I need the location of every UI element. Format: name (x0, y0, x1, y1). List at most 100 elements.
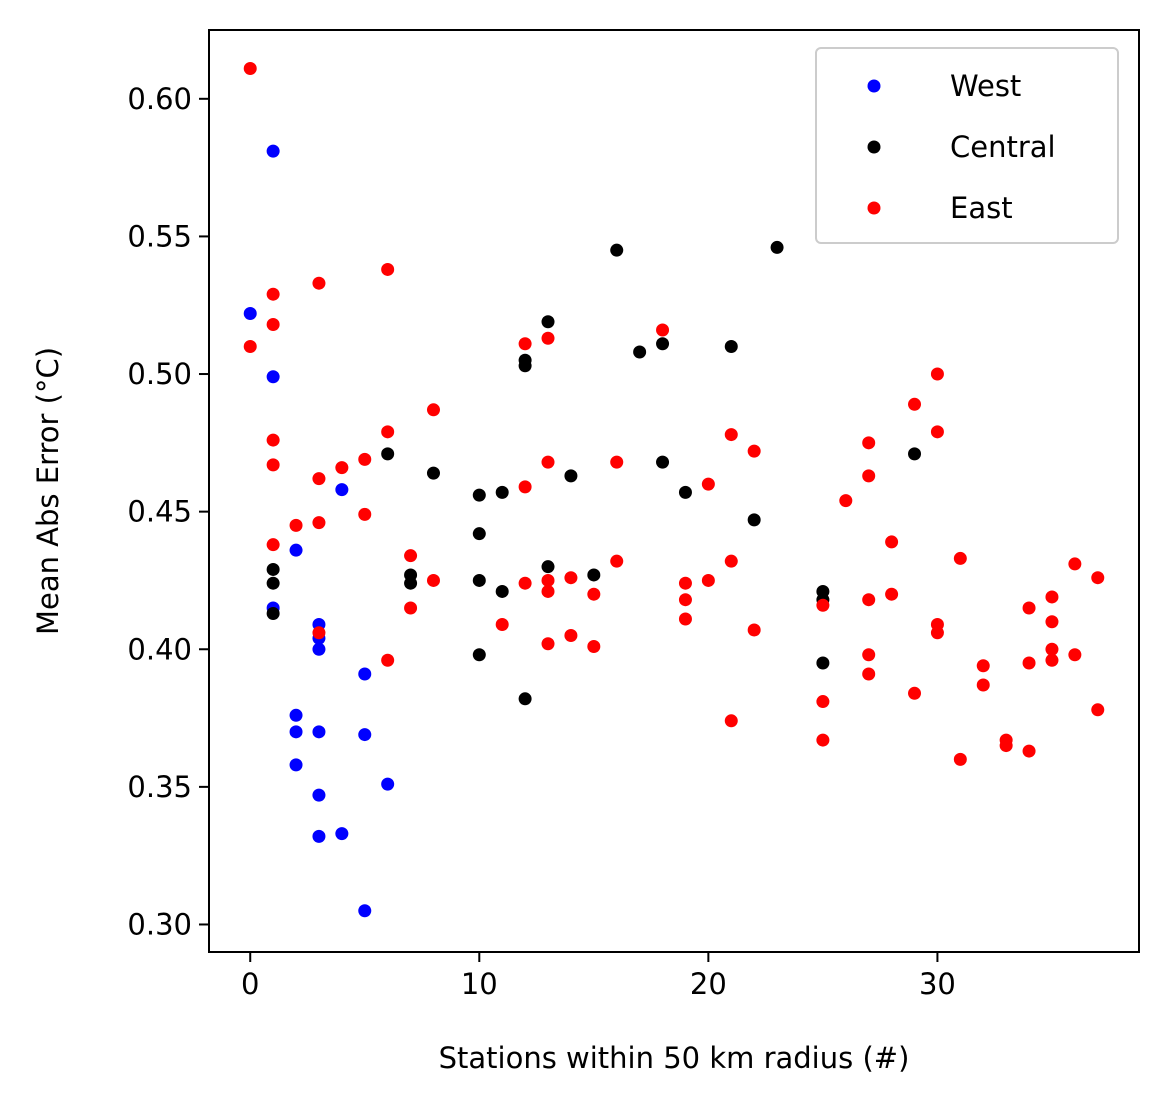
data-point-central (426, 466, 440, 480)
data-point-east (862, 648, 876, 662)
data-point-east (724, 428, 738, 442)
data-point-east (862, 469, 876, 483)
data-point-east (381, 262, 395, 276)
data-point-central (472, 573, 486, 587)
x-tick-label: 10 (461, 967, 498, 1001)
data-point-east (404, 601, 418, 615)
data-point-east (335, 461, 349, 475)
y-axis-ticks: 0.30 0.35 0.40 0.45 0.50 0.55 0.60 (127, 82, 209, 941)
data-point-west (266, 370, 280, 384)
data-point-east (724, 714, 738, 728)
data-point-east (953, 551, 967, 565)
data-point-east (587, 640, 601, 654)
data-point-west (312, 725, 326, 739)
data-points (243, 62, 1105, 918)
data-point-central (656, 455, 670, 469)
y-tick-label: 0.40 (127, 632, 192, 666)
x-tick-label: 30 (919, 967, 956, 1001)
data-point-east (862, 593, 876, 607)
data-point-east (747, 623, 761, 637)
legend-marker-east (867, 201, 881, 215)
data-point-west (335, 827, 349, 841)
data-point-central (770, 240, 784, 254)
data-point-central (747, 513, 761, 527)
data-point-east (1045, 653, 1059, 667)
legend-label-west: West (950, 69, 1021, 103)
data-point-east (930, 425, 944, 439)
data-point-west (312, 829, 326, 843)
data-point-west (358, 904, 372, 918)
data-point-central (266, 606, 280, 620)
legend-marker-central (867, 140, 881, 154)
data-point-east (495, 617, 509, 631)
legend-marker-west (867, 79, 881, 93)
data-point-east (724, 554, 738, 568)
data-point-east (816, 598, 830, 612)
data-point-east (1045, 615, 1059, 629)
data-point-west (289, 725, 303, 739)
data-point-central (495, 485, 509, 499)
data-point-east (266, 433, 280, 447)
data-point-east (678, 612, 692, 626)
data-point-east (289, 518, 303, 532)
data-point-east (885, 535, 899, 549)
data-point-central (633, 345, 647, 359)
data-point-central (472, 527, 486, 541)
data-point-east (1022, 656, 1036, 670)
data-point-east (541, 573, 555, 587)
x-tick-label: 0 (241, 967, 259, 1001)
series-central (266, 240, 922, 706)
data-point-west (312, 788, 326, 802)
data-point-east (1022, 744, 1036, 758)
data-point-east (610, 554, 624, 568)
data-point-central (908, 447, 922, 461)
legend: West Central East (815, 47, 1119, 244)
data-point-east (518, 337, 532, 351)
data-point-east (518, 576, 532, 590)
data-point-east (839, 494, 853, 508)
data-point-east (953, 752, 967, 766)
data-point-east (404, 549, 418, 563)
data-point-east (358, 452, 372, 466)
data-point-east (358, 507, 372, 521)
data-point-east (610, 455, 624, 469)
data-point-central (404, 576, 418, 590)
data-point-east (701, 573, 715, 587)
data-point-east (976, 678, 990, 692)
legend-label-central: Central (950, 130, 1056, 164)
y-tick-label: 0.60 (127, 82, 192, 116)
series-east (243, 62, 1105, 766)
data-point-east (930, 626, 944, 640)
x-axis-title: Stations within 50 km radius (#) (439, 1041, 910, 1075)
y-tick-label: 0.30 (127, 907, 192, 941)
data-point-central (381, 447, 395, 461)
data-point-east (908, 686, 922, 700)
y-tick-label: 0.55 (127, 219, 192, 253)
data-point-east (426, 403, 440, 417)
data-point-east (1045, 642, 1059, 656)
plot-frame (208, 29, 1140, 953)
data-point-east (816, 695, 830, 709)
data-point-central (678, 485, 692, 499)
data-point-east (426, 573, 440, 587)
data-point-east (976, 659, 990, 673)
data-point-east (518, 480, 532, 494)
data-point-central (495, 584, 509, 598)
data-point-east (999, 739, 1013, 753)
data-point-east (564, 628, 578, 642)
data-point-east (564, 571, 578, 585)
x-tick-label: 20 (690, 967, 727, 1001)
data-point-east (1068, 648, 1082, 662)
legend-label-east: East (950, 191, 1013, 225)
data-point-east (656, 323, 670, 337)
data-point-central (266, 576, 280, 590)
data-point-west (335, 483, 349, 497)
data-point-east (312, 472, 326, 486)
legend-box (815, 47, 1119, 244)
data-point-east (908, 397, 922, 411)
data-point-west (358, 667, 372, 681)
data-point-east (381, 425, 395, 439)
data-point-east (312, 626, 326, 640)
data-point-east (587, 587, 601, 601)
